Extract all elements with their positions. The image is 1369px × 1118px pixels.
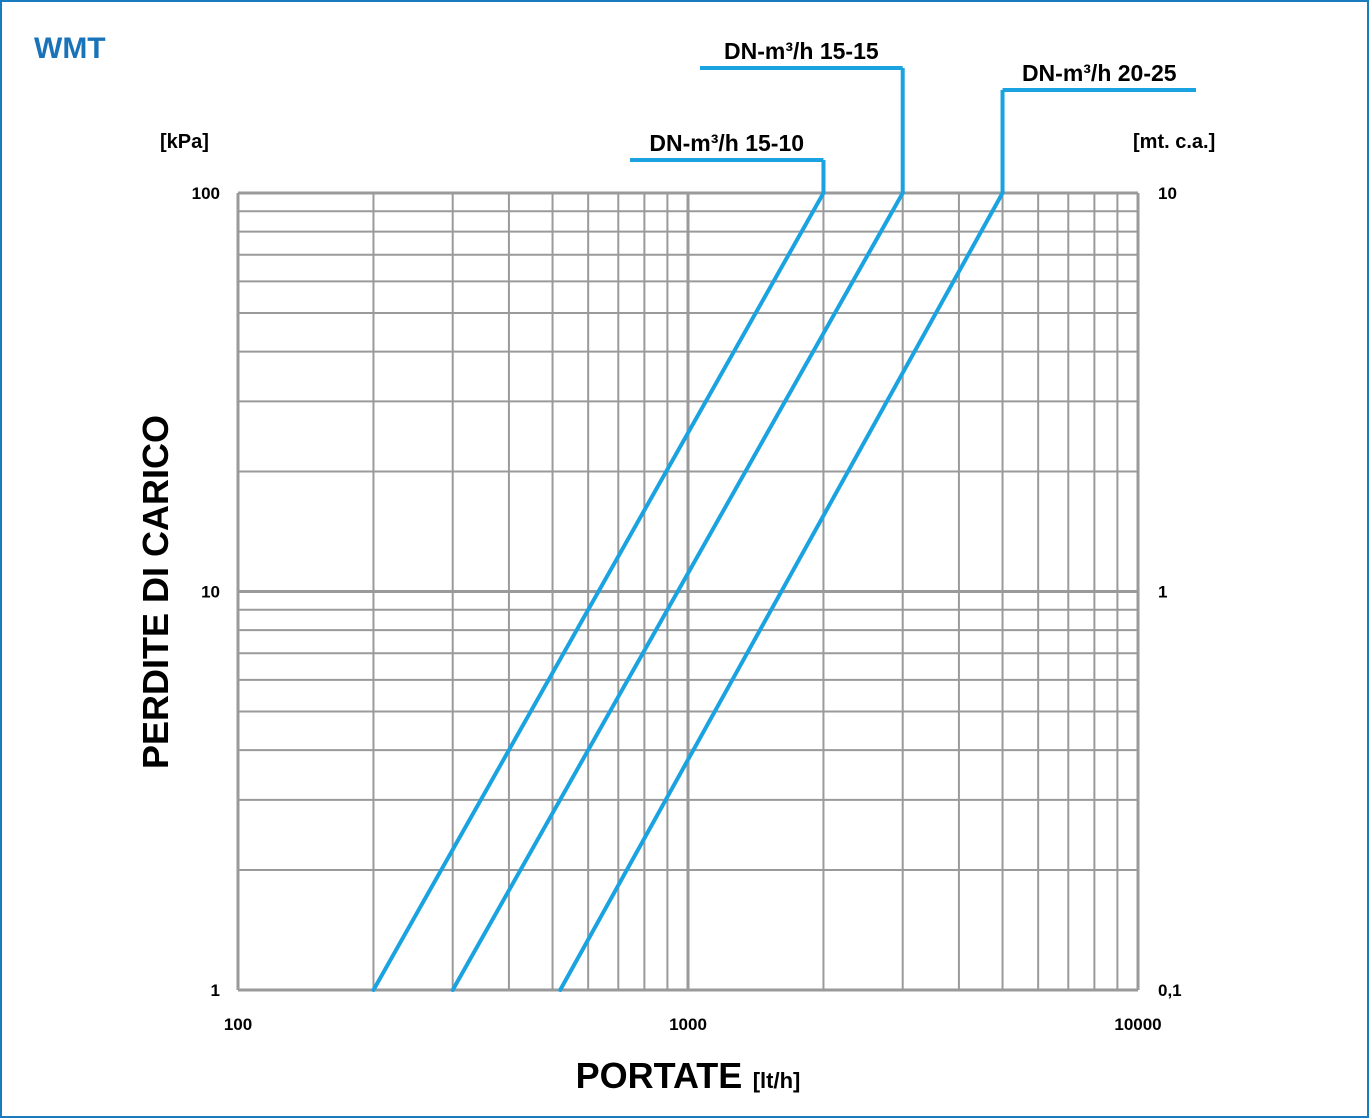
x-axis-title: PORTATE bbox=[576, 1055, 743, 1096]
chart-labels: [kPa] [mt. c.a.] PERDITE DI CARICO PORTA… bbox=[135, 38, 1215, 1096]
y-left-tick-label: 100 bbox=[192, 184, 220, 203]
x-axis-unit: [lt/h] bbox=[753, 1068, 801, 1093]
series-label: DN-m³/h 15-10 bbox=[649, 130, 804, 156]
x-tick-label: 100 bbox=[224, 1015, 252, 1034]
x-axis-title-group: PORTATE [lt/h] bbox=[576, 1055, 801, 1096]
y-right-tick-label: 10 bbox=[1158, 184, 1177, 203]
grid bbox=[236, 191, 1140, 992]
y-left-unit: [kPa] bbox=[160, 131, 209, 153]
series-line bbox=[558, 191, 1005, 992]
brand-logo: WMT bbox=[34, 32, 106, 65]
y-right-tick-label: 1 bbox=[1158, 583, 1167, 602]
y-left-tick-label: 1 bbox=[211, 981, 220, 1000]
series-label: DN-m³/h 15-15 bbox=[724, 38, 879, 64]
series-label: DN-m³/h 20-25 bbox=[1022, 60, 1177, 86]
x-tick-label: 1000 bbox=[669, 1015, 707, 1034]
y-right-tick-label: 0,1 bbox=[1158, 981, 1182, 1000]
series-line bbox=[450, 191, 905, 992]
y-right-unit: [mt. c.a.] bbox=[1133, 131, 1215, 153]
x-tick-label: 10000 bbox=[1114, 1015, 1161, 1034]
y-axis-title: PERDITE DI CARICO bbox=[135, 415, 176, 769]
series-line bbox=[371, 191, 826, 992]
y-left-tick-label: 10 bbox=[201, 583, 220, 602]
series-lines bbox=[371, 66, 1196, 992]
